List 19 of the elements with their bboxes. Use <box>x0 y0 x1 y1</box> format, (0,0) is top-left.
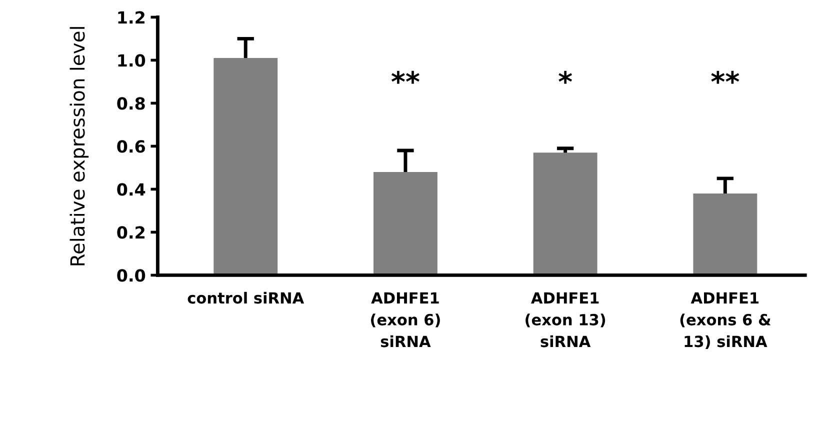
y-tick-label: 1.2 <box>118 11 144 24</box>
annotation: ** <box>392 70 420 84</box>
y-tick-label: 0.8 <box>117 97 145 110</box>
y-axis-title: Relative expression level <box>70 27 89 266</box>
annotation: ** <box>711 70 740 84</box>
bar <box>214 58 278 276</box>
y-tick-label: 0.4 <box>117 183 146 196</box>
y-tick-label: 0.0 <box>117 269 146 282</box>
x-tick-label: ADHFE1 (exon 13) siRNA <box>526 292 606 348</box>
x-tick-label: control siRNA <box>188 292 304 304</box>
bar <box>533 152 598 276</box>
annotation: * <box>558 70 572 84</box>
x-tick-label: ADHFE1 (exon 6) siRNA <box>371 292 440 348</box>
x-tick-label: ADHFE1 (exons 6 & 13) siRNA <box>680 292 771 349</box>
bar <box>693 194 758 276</box>
y-tick-label: 1.0 <box>118 54 146 67</box>
y-tick-label: 0.2 <box>117 226 144 239</box>
bar <box>374 172 438 276</box>
y-tick-label: 0.6 <box>117 140 145 153</box>
